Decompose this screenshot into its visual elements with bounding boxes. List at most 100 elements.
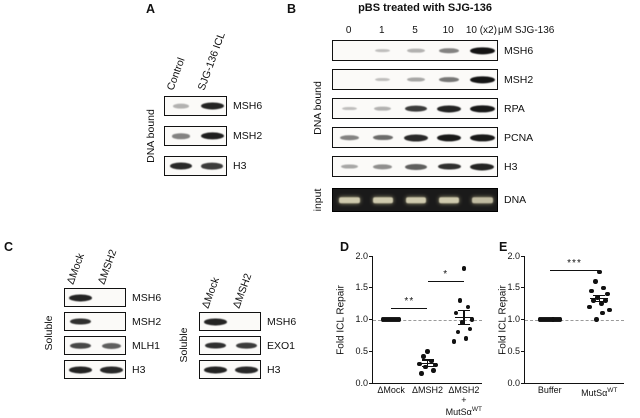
panel-d: D Fold ICL Repair 0.0 0.5 1.0 1.5 2.0 ΔMock ΔM… <box>335 238 497 417</box>
blot-row-label: MSH6 <box>504 44 534 57</box>
y-tick-label: 1.0 <box>507 314 520 324</box>
band <box>372 134 394 141</box>
significance-bar <box>427 281 464 283</box>
x-tick-label: Buffer <box>537 385 562 395</box>
panel-d-letter: D <box>340 240 350 254</box>
band <box>372 197 394 203</box>
panel-b-blots: MSH6 MSH2 RPA PCNA H3 <box>332 40 533 185</box>
data-point <box>386 317 392 322</box>
blot-row-label: MSH6 <box>132 291 162 304</box>
blot-box <box>164 96 227 116</box>
band <box>200 132 224 140</box>
blot-box <box>64 288 126 307</box>
y-tick-label: 1.5 <box>355 282 368 293</box>
band <box>439 76 460 83</box>
blot-box <box>164 156 227 176</box>
data-point <box>541 317 546 322</box>
panel-b-input-gel: DNA <box>332 188 526 212</box>
data-point <box>463 336 469 341</box>
y-tick-label: 1.5 <box>507 282 520 293</box>
data-point <box>453 310 459 316</box>
blot-row: MSH6 <box>164 96 262 116</box>
reference-line <box>373 319 482 321</box>
blot-row-label: MSH2 <box>233 130 263 142</box>
y-tick-label: 0.5 <box>507 345 520 356</box>
lane-label: ΔMSH2 <box>95 247 119 286</box>
band <box>405 163 427 170</box>
band <box>339 134 360 141</box>
y-tick-label: 0.0 <box>507 377 520 388</box>
band <box>470 162 495 171</box>
blot-row-label: EXO1 <box>267 339 296 352</box>
significance-bar <box>391 308 428 310</box>
error-bar-cap <box>593 294 606 297</box>
data-point <box>601 285 606 290</box>
x-tick-label: ΔMSH2 + MutSαWT <box>445 385 482 417</box>
blot-box <box>64 360 126 379</box>
panel-d-y-axis-label: Fold ICL Repair <box>335 285 347 355</box>
band <box>340 164 359 169</box>
data-point <box>537 317 542 322</box>
data-point <box>394 317 400 322</box>
band <box>470 104 495 113</box>
y-tick-label: 0.0 <box>355 377 368 388</box>
blot-row-label: H3 <box>132 363 146 376</box>
band <box>204 342 227 349</box>
band <box>342 106 358 111</box>
blot-box <box>332 127 498 148</box>
panel-b-input-label: input <box>312 188 324 212</box>
blot-box <box>332 69 498 90</box>
lane-label: ΔMSH2 <box>230 271 254 310</box>
mean-bar <box>590 297 609 300</box>
blot-box <box>332 40 498 61</box>
band <box>69 293 92 302</box>
band <box>407 48 425 53</box>
blot-row: EXO1 <box>199 336 296 355</box>
band <box>100 365 123 374</box>
error-bar-cap <box>457 309 470 312</box>
blot-row-label: H3 <box>504 160 518 173</box>
dose-label: 0 <box>345 25 352 36</box>
data-point <box>600 310 605 316</box>
blot-row-label: H3 <box>233 160 247 172</box>
data-point <box>433 362 438 368</box>
reference-line <box>525 319 624 321</box>
blot-row: MSH6 <box>199 312 296 331</box>
blot-row: MSH2 <box>332 69 533 90</box>
error-bar-cap <box>421 365 434 368</box>
blot-row-label: MSH6 <box>233 100 263 112</box>
blot-row-label: MSH2 <box>132 315 162 328</box>
panel-e-plot: 0.0 0.5 1.0 1.5 2.0 Buffer MutSαWT *** <box>507 251 624 398</box>
panel-c-letter: C <box>4 240 14 254</box>
panel-e: E Fold ICL Repair 0.0 0.5 1.0 1.5 2.0 Buffer M… <box>497 238 640 410</box>
band <box>69 318 92 325</box>
blot-row: MLH1 <box>64 336 161 355</box>
y-tick <box>369 350 373 352</box>
panel-c-right-blots: MSH6 EXO1 H3 <box>199 312 296 384</box>
data-point <box>451 339 457 344</box>
band <box>470 75 495 84</box>
data-point <box>607 307 612 313</box>
blot-row: PCNA <box>332 127 533 148</box>
data-point <box>593 279 598 284</box>
dose-label: 1 <box>379 25 385 36</box>
data-point <box>589 288 594 294</box>
significance-label: * <box>443 269 449 281</box>
blot-row: RPA <box>332 98 533 119</box>
band <box>339 197 360 203</box>
band <box>169 162 192 170</box>
blot-row: H3 <box>64 360 161 379</box>
blot-box <box>64 312 126 331</box>
blot-box <box>199 360 261 379</box>
data-point <box>591 298 596 303</box>
data-point <box>467 326 473 332</box>
blot-row-label: MSH2 <box>504 73 534 86</box>
band <box>470 133 495 142</box>
error-bar-cap <box>421 359 434 361</box>
data-point <box>587 304 592 310</box>
y-tick <box>521 255 525 257</box>
panel-b: B pBS treated with SJG-136 μM SJG-136 DN… <box>285 0 640 232</box>
blot-box <box>332 156 498 177</box>
panel-a-blots: MSH6 MSH2 H3 <box>164 96 262 186</box>
mean-bar <box>418 362 437 365</box>
